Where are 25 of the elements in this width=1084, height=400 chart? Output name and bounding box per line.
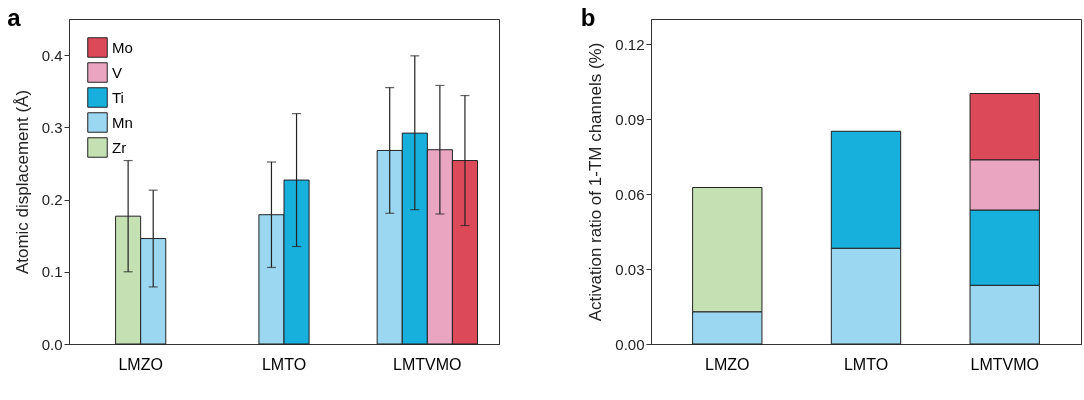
y-tick-label: 0.00	[615, 335, 645, 353]
x-tick-label: LMZO	[705, 355, 750, 373]
legend-label: Mn	[112, 113, 133, 131]
y-tick-label: 0.06	[615, 185, 645, 203]
chart-title: a	[7, 4, 22, 31]
x-tick-label: LMTVMO	[970, 355, 1039, 373]
y-tick-label: 0.3	[41, 118, 63, 136]
x-tick-label: LMTO	[843, 355, 889, 373]
x-tick-label: LMZO	[118, 355, 163, 373]
y-axis-title: Atomic displacement (Å)	[12, 89, 32, 275]
x-tick-label: LMTO	[261, 355, 307, 373]
y-tick-label: 0.0	[41, 335, 63, 353]
y-tick-label: 0.03	[615, 260, 645, 278]
y-tick-label: 0.1	[41, 263, 63, 281]
y-tick-label: 0.4	[41, 46, 63, 64]
legend-label: Zr	[112, 138, 127, 156]
legend-label: Mo	[112, 38, 133, 56]
y-axis-title: Activation ratio of 1-TM channels (%)	[586, 42, 606, 322]
y-tick-label: 0.09	[615, 110, 645, 128]
legend-label: V	[112, 63, 123, 81]
chart-title: b	[580, 4, 596, 31]
x-tick-label: LMTVMO	[393, 355, 462, 373]
y-tick-label: 0.12	[615, 35, 645, 53]
legend-label: Ti	[112, 88, 124, 106]
y-tick-label: 0.2	[41, 191, 63, 209]
